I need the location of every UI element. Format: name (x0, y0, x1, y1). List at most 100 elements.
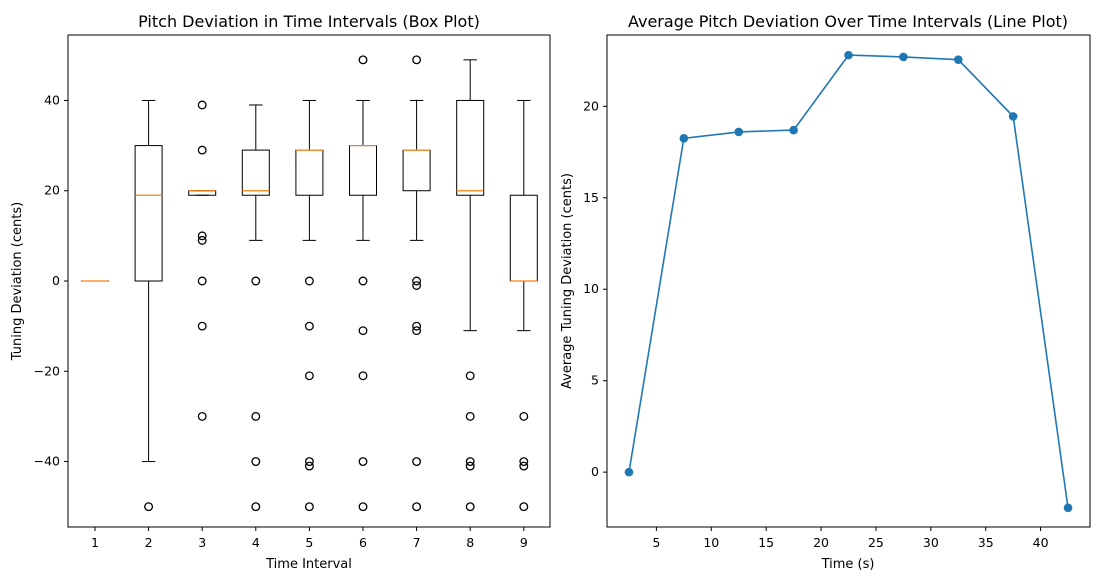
flier-point (251, 502, 261, 512)
iqr-box (509, 194, 538, 282)
box-x-tick-label: 2 (145, 535, 153, 550)
line-plot-panel: Average Pitch Deviation Over Time Interv… (560, 12, 1091, 572)
flier-point (519, 457, 529, 467)
line-plot-title: Average Pitch Deviation Over Time Interv… (628, 12, 1068, 31)
line-plot-marks (624, 50, 1073, 513)
line-x-tick-label: 35 (978, 535, 994, 550)
flier-point (465, 461, 475, 471)
box-3 (188, 100, 217, 421)
flier-point (465, 411, 475, 421)
line-plot-x-label: Time (s) (821, 557, 875, 572)
flier-point (412, 502, 422, 512)
flier-point (304, 276, 314, 286)
flier-point (465, 502, 475, 512)
box-x-tick-label: 5 (305, 535, 313, 550)
iqr-box (295, 149, 324, 196)
box-plot-y-label: Tuning Deviation (cents) (10, 202, 25, 361)
data-point (734, 127, 744, 137)
box-x-tick-label: 7 (413, 535, 421, 550)
flier-point (412, 321, 422, 331)
box-plot-panel: Pitch Deviation in Time Intervals (Box P… (10, 12, 551, 572)
flier-point (412, 326, 422, 336)
box-y-tick-label: 40 (44, 92, 60, 107)
flier-point (197, 145, 207, 155)
flier-point (197, 276, 207, 286)
series-line (628, 54, 1069, 508)
data-point (789, 125, 798, 135)
box-y-tick-label: −20 (34, 363, 60, 378)
line-x-tick-label: 25 (868, 535, 884, 550)
line-x-tick-label: 40 (1033, 535, 1049, 550)
line-plot-y-label: Average Tuning Deviation (cents) (560, 173, 575, 389)
box-plot-ticks: 1 2 3 4 5 6 7 8 9 −40 −20 0 20 40 (34, 92, 528, 550)
box-plot-title: Pitch Deviation in Time Intervals (Box P… (138, 12, 480, 31)
flier-point (144, 502, 154, 512)
box-x-tick-label: 1 (91, 535, 99, 550)
box-x-tick-label: 6 (359, 535, 367, 550)
flier-point (197, 411, 207, 421)
flier-point (412, 457, 422, 467)
flier-point (197, 235, 207, 245)
box-y-tick-label: 20 (44, 183, 60, 198)
flier-point (519, 411, 529, 421)
box-6 (349, 55, 377, 512)
flier-point (519, 502, 529, 512)
iqr-box (456, 99, 485, 196)
flier-point (197, 100, 207, 110)
iqr-box (402, 149, 431, 192)
flier-point (304, 371, 314, 381)
flier-point (465, 371, 475, 381)
box-y-tick-label: 0 (52, 273, 60, 288)
data-point (624, 467, 634, 477)
iqr-box (134, 145, 163, 282)
flier-point (358, 371, 368, 381)
iqr-box (188, 190, 217, 196)
line-y-tick-label: 10 (583, 281, 599, 296)
flier-point (197, 231, 207, 241)
flier-point (251, 411, 261, 421)
line-y-tick-label: 20 (583, 98, 599, 113)
line-x-tick-label: 15 (758, 535, 774, 550)
line-x-tick-label: 20 (813, 535, 829, 550)
line-plot-ticks: 5 10 15 20 25 30 35 40 0 5 10 15 20 (583, 98, 1049, 550)
line-x-tick-label: 30 (923, 535, 939, 550)
box-x-tick-label: 4 (252, 535, 260, 550)
data-point (844, 50, 853, 60)
data-point (899, 52, 908, 62)
box-4 (241, 104, 270, 512)
box-y-tick-label: −40 (34, 454, 60, 469)
iqr-box (241, 149, 270, 196)
flier-point (304, 321, 314, 331)
box-9 (509, 99, 538, 512)
box-2 (134, 99, 163, 512)
line-y-tick-label: 0 (591, 464, 599, 479)
flier-point (304, 461, 314, 471)
line-x-tick-label: 5 (652, 535, 660, 550)
flier-point (412, 276, 422, 286)
flier-point (358, 457, 368, 467)
flier-point (251, 276, 261, 286)
box-x-tick-label: 9 (520, 535, 528, 550)
flier-point (197, 321, 207, 331)
flier-point (412, 55, 422, 65)
box-5 (295, 99, 324, 512)
box-x-tick-label: 3 (198, 535, 206, 550)
data-point (1008, 112, 1018, 121)
iqr-box (349, 145, 377, 196)
box-x-tick-label: 8 (466, 535, 474, 550)
data-point (953, 55, 963, 64)
box-8 (456, 59, 485, 512)
flier-point (358, 55, 368, 65)
line-x-tick-label: 10 (703, 535, 719, 550)
flier-point (358, 276, 368, 286)
flier-point (358, 326, 368, 336)
box-7 (402, 55, 431, 512)
flier-point (358, 502, 368, 512)
flier-point (465, 457, 475, 467)
flier-point (304, 502, 314, 512)
line-plot-axes-frame (606, 34, 1091, 528)
box-plot-x-label: Time Interval (265, 557, 352, 572)
flier-point (251, 457, 261, 467)
flier-point (412, 281, 422, 290)
